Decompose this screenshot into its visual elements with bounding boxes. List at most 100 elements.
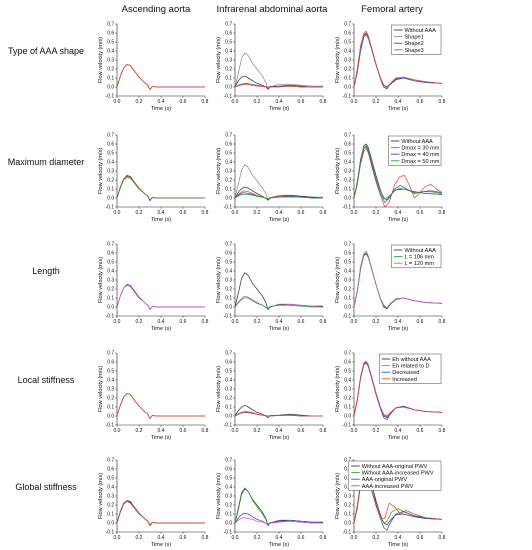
y-tick-label: 0.5 [225, 40, 232, 46]
x-tick-label: 0.0 [114, 319, 121, 325]
x-tick-label: 0.4 [158, 319, 165, 325]
y-tick-label: 0.7 [225, 351, 232, 357]
y-tick-label: 0.2 [107, 396, 114, 402]
x-tick-label: 0.2 [373, 210, 380, 216]
y-tick-label: 0.0 [344, 85, 351, 91]
series-line-1 [116, 500, 205, 527]
legend-entry: Without AAA-increased PWV [362, 471, 434, 477]
x-axis-label: Time (s) [269, 542, 289, 548]
y-tick-label: 0.2 [344, 287, 351, 293]
y-tick-label: 0.0 [225, 414, 232, 420]
legend-entry: AAA-original PWV [362, 477, 408, 483]
y-tick-label: -0.1 [343, 205, 352, 211]
y-tick-label: 0.5 [225, 260, 232, 266]
y-tick-label: 0.7 [344, 351, 351, 357]
x-tick-label: 0.8 [439, 319, 446, 325]
y-tick-label: 0.4 [225, 49, 232, 55]
series-line-1 [234, 164, 323, 202]
column-titles: Ascending aorta Infrarenal abdominal aort… [122, 4, 423, 15]
series-line-1 [234, 52, 323, 91]
x-tick-label: 0.0 [114, 535, 121, 541]
y-tick-label: 0.2 [225, 396, 232, 402]
x-axis-label: Time (s) [269, 217, 289, 223]
panel-r1-c2: -0.10.00.10.20.30.40.50.60.70.0 0.2 0.4 0.6… [216, 22, 327, 112]
y-tick-label: 0.7 [107, 458, 114, 464]
y-axis-label: Flow velocity (m/s) [216, 148, 222, 194]
series-line-3 [353, 250, 443, 309]
series-line-4 [353, 145, 443, 200]
legend-entry: Dmax = 40 mm [401, 152, 439, 158]
x-tick-label: 0.0 [232, 428, 239, 434]
x-axis-label: Time (s) [388, 435, 408, 441]
y-tick-label: 0.4 [344, 485, 351, 491]
y-tick-label: 0.3 [225, 278, 232, 284]
y-tick-label: 0.7 [344, 458, 351, 464]
series-line-3 [116, 176, 205, 201]
panel-r2-c2: -0.10.00.10.20.30.40.50.60.70.0 0.2 0.4 0.6… [216, 133, 327, 223]
legend-entry: Increased [392, 377, 417, 383]
y-tick-label: 0.0 [225, 305, 232, 311]
y-tick-label: 0.2 [107, 287, 114, 293]
y-tick-label: 0.1 [225, 405, 232, 411]
y-tick-label: -0.1 [224, 205, 233, 211]
x-tick-label: 0.2 [136, 99, 143, 105]
y-tick-label: 0.2 [225, 178, 232, 184]
legend-entry: Decreased [392, 370, 419, 376]
x-tick-label: 0.4 [276, 99, 283, 105]
x-axis-label: Time (s) [388, 217, 408, 223]
y-tick-label: 0.5 [344, 369, 351, 375]
legend-entry: Shape2 [404, 41, 423, 47]
y-tick-label: 0.0 [107, 85, 114, 91]
column-title-femoral-artery: Femoral artery [361, 4, 423, 15]
y-tick-label: 0.6 [107, 467, 114, 473]
x-tick-label: 0.4 [395, 210, 402, 216]
legend-box [348, 460, 442, 491]
legend-entry: Eh related to D [392, 364, 429, 370]
y-tick-label: -0.1 [224, 94, 233, 100]
y-tick-label: 0.1 [225, 76, 232, 82]
y-axis-label: Flow velocity (m/s) [98, 473, 104, 519]
y-tick-label: 0.1 [344, 296, 351, 302]
x-tick-label: 0.6 [417, 428, 424, 434]
y-tick-label: 0.3 [107, 387, 114, 393]
y-tick-label: 0.1 [344, 405, 351, 411]
y-tick-label: -0.1 [343, 530, 352, 536]
y-tick-label: 0.7 [225, 242, 232, 248]
y-tick-label: 0.1 [107, 296, 114, 302]
x-axis-label: Time (s) [151, 326, 171, 332]
x-tick-label: 0.2 [373, 428, 380, 434]
x-tick-label: 0.6 [180, 319, 187, 325]
legend-entry: Shape1 [404, 35, 423, 41]
x-tick-label: 0.2 [136, 210, 143, 216]
panel-r5-c3: -0.10.00.10.20.30.40.50.60.70.0 0.2 0.4 0.6… [335, 458, 446, 548]
y-tick-label: 0.2 [107, 67, 114, 73]
x-tick-label: 0.8 [320, 99, 327, 105]
y-tick-label: -0.1 [224, 530, 233, 536]
y-tick-label: -0.1 [343, 314, 352, 320]
y-tick-label: 0.6 [225, 31, 232, 37]
y-tick-label: 0.6 [107, 360, 114, 366]
y-tick-label: 0.0 [344, 196, 351, 202]
panel-r2-c1: -0.10.00.10.20.30.40.50.60.70.0 0.2 0.4 0.6… [98, 133, 209, 223]
y-tick-label: 0.6 [344, 31, 351, 37]
x-tick-label: 0.6 [180, 210, 187, 216]
y-tick-label: 0.6 [107, 251, 114, 257]
y-tick-label: 0.6 [107, 142, 114, 148]
x-axis-label: Time (s) [269, 106, 289, 112]
y-tick-label: 0.6 [344, 251, 351, 257]
series-line-1 [116, 284, 205, 311]
x-tick-label: 0.6 [180, 535, 187, 541]
y-tick-label: 0.3 [344, 387, 351, 393]
x-tick-label: 0.4 [276, 428, 283, 434]
legend-box [391, 244, 442, 269]
x-tick-label: 0.6 [298, 210, 305, 216]
y-tick-label: 0.2 [225, 67, 232, 73]
panel-r1-c3: -0.10.00.10.20.30.40.50.60.70.0 0.2 0.4 0.6… [335, 22, 446, 112]
y-tick-label: 0.2 [107, 178, 114, 184]
x-tick-label: 0.8 [320, 428, 327, 434]
y-tick-label: 0.3 [344, 169, 351, 175]
x-tick-label: 0.6 [298, 99, 305, 105]
y-axis-label: Flow velocity (m/s) [216, 366, 222, 412]
y-tick-label: 0.3 [344, 278, 351, 284]
x-tick-label: 0.0 [351, 535, 358, 541]
